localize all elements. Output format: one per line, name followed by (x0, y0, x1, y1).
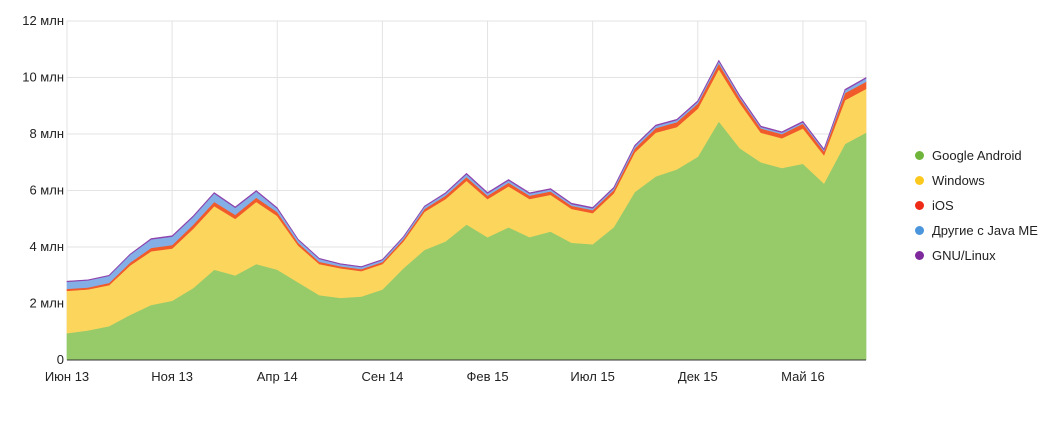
y-tick-label: 6 млн (29, 183, 64, 198)
area-gnu-linux (66, 59, 867, 283)
legend-item: Windows (915, 168, 1038, 193)
legend-color-dot (915, 201, 924, 210)
x-tick-label: Дек 15 (678, 369, 718, 384)
legend-color-dot (915, 226, 924, 235)
legend-item: Другие с Java ME (915, 218, 1038, 243)
y-tick-label: 4 млн (29, 239, 64, 254)
x-tick-label: Ноя 13 (151, 369, 193, 384)
x-tick-label: Сен 14 (361, 369, 403, 384)
x-tick-label: Апр 14 (257, 369, 298, 384)
axes: 0 2 млн 4 млн 6 млн 8 млн 10 млн 12 млн Июн 13 Н… (22, 13, 866, 384)
y-tick-label: 10 млн (22, 70, 64, 85)
y-tick-label: 8 млн (29, 126, 64, 141)
x-tick-label: Май 16 (781, 369, 825, 384)
legend-item: iOS (915, 193, 1038, 218)
legend-label: GNU/Linux (932, 248, 996, 263)
legend-color-dot (915, 151, 924, 160)
area-series (66, 59, 867, 361)
legend-color-dot (915, 176, 924, 185)
x-tick-label: Фев 15 (466, 369, 508, 384)
legend: Google Android Windows iOS Другие с Java ME… (915, 143, 1038, 268)
x-tick-label: Июл 15 (570, 369, 614, 384)
legend-item: Google Android (915, 143, 1038, 168)
legend-label: Google Android (932, 148, 1022, 163)
legend-label: iOS (932, 198, 954, 213)
legend-color-dot (915, 251, 924, 260)
y-tick-label: 0 (57, 352, 64, 367)
legend-item: GNU/Linux (915, 243, 1038, 268)
y-tick-label: 2 млн (29, 296, 64, 311)
legend-label: Другие с Java ME (932, 223, 1038, 238)
legend-label: Windows (932, 173, 985, 188)
y-tick-label: 12 млн (22, 13, 64, 28)
x-tick-label: Июн 13 (45, 369, 89, 384)
